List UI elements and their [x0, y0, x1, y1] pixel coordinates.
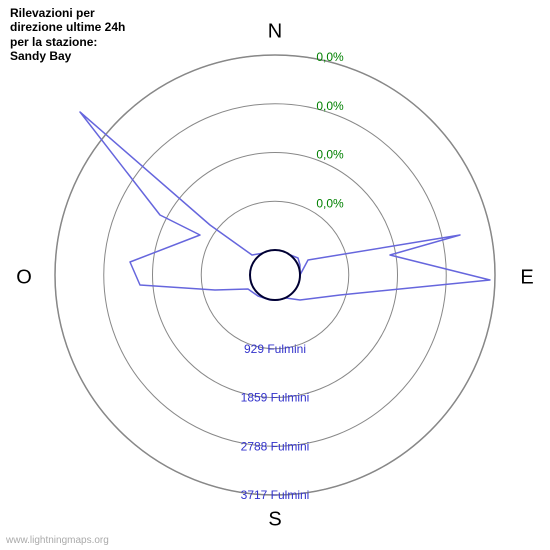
- ring-count-label: 1859 Fulmini: [241, 391, 310, 405]
- ring-percent-label: 0,0%: [316, 148, 344, 162]
- cardinal-label-e: E: [520, 266, 533, 288]
- inner-circle: [250, 250, 300, 300]
- ring-percent-label: 0,0%: [316, 99, 344, 113]
- ring-count-label: 3717 Fulmini: [241, 488, 310, 502]
- ring-count-label: 2788 Fulmini: [241, 439, 310, 453]
- ring-percent-label: 0,0%: [316, 196, 344, 210]
- cardinal-label-o: O: [16, 266, 32, 288]
- ring-count-label: 929 Fulmini: [244, 342, 306, 356]
- ring-percent-label: 0,0%: [316, 50, 344, 64]
- cardinal-label-n: N: [268, 20, 282, 42]
- cardinal-label-s: S: [268, 508, 281, 530]
- polar-chart: 0,0% 929 Fulmini 0,0% 1859 Fulmini 0,0% 2788 …: [0, 0, 550, 550]
